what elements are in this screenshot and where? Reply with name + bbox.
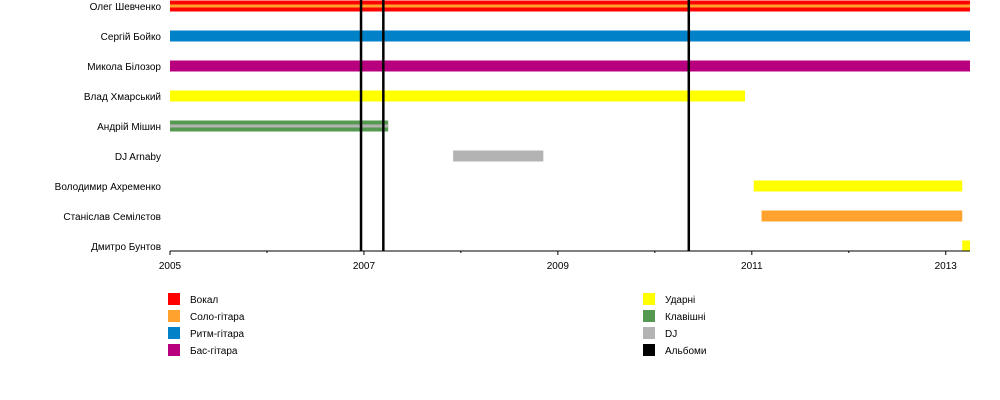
legend-label: Бас-гітара bbox=[190, 346, 238, 357]
member-label: Олег Шевченко bbox=[90, 2, 162, 13]
legend-label: Ударні bbox=[665, 295, 695, 306]
legend-swatch bbox=[643, 327, 655, 339]
legend-label: Ритм-гітара bbox=[190, 329, 245, 340]
legend-label: DJ bbox=[665, 329, 677, 340]
legend: Вокал Соло-гітара Ритм-гітара Бас-гітара Уда… bbox=[168, 293, 706, 357]
member-bar bbox=[962, 240, 970, 252]
legend-swatch bbox=[168, 310, 180, 322]
member-label: Микола Білозор bbox=[87, 62, 161, 73]
legend-label: Клавішні bbox=[665, 312, 706, 323]
legend-swatch bbox=[643, 344, 655, 356]
legend-label: Вокал bbox=[190, 295, 218, 306]
member-label: Станіслав Семілєтов bbox=[63, 212, 161, 223]
member-labels: Олег Шевченко Сергій Бойко Микола Білозор В… bbox=[55, 2, 162, 253]
legend-label: Соло-гітара bbox=[190, 312, 245, 323]
legend-label: Альбоми bbox=[665, 345, 706, 357]
legend-swatch bbox=[168, 327, 180, 339]
member-label: Дмитро Бунтов bbox=[91, 242, 161, 253]
x-axis: 2005 2007 2009 2011 2013 bbox=[159, 250, 970, 272]
member-bar bbox=[170, 124, 389, 128]
member-label: Андрій Мішин bbox=[97, 122, 161, 133]
member-bar bbox=[170, 90, 746, 102]
member-bar bbox=[170, 30, 970, 42]
member-bar bbox=[453, 150, 544, 162]
x-tick-label: 2011 bbox=[741, 261, 763, 272]
member-bar bbox=[170, 4, 970, 8]
member-bar bbox=[170, 60, 970, 72]
x-tick-label: 2009 bbox=[547, 261, 570, 272]
bars-layer bbox=[170, 0, 970, 252]
x-tick-label: 2005 bbox=[159, 261, 182, 272]
member-label: Сергій Бойко bbox=[101, 32, 162, 43]
albums-layer bbox=[359, 0, 691, 251]
x-tick-label: 2013 bbox=[935, 261, 958, 272]
legend-swatch bbox=[643, 310, 655, 322]
legend-swatch bbox=[168, 344, 180, 356]
member-label: Володимир Ахременко bbox=[55, 182, 162, 193]
member-label: DJ Arnaby bbox=[115, 152, 161, 163]
member-bar bbox=[753, 180, 963, 192]
x-tick-label: 2007 bbox=[353, 261, 376, 272]
legend-swatch bbox=[168, 293, 180, 305]
legend-swatch bbox=[643, 293, 655, 305]
member-bar bbox=[761, 210, 963, 222]
member-label: Влад Хмарський bbox=[84, 92, 161, 103]
